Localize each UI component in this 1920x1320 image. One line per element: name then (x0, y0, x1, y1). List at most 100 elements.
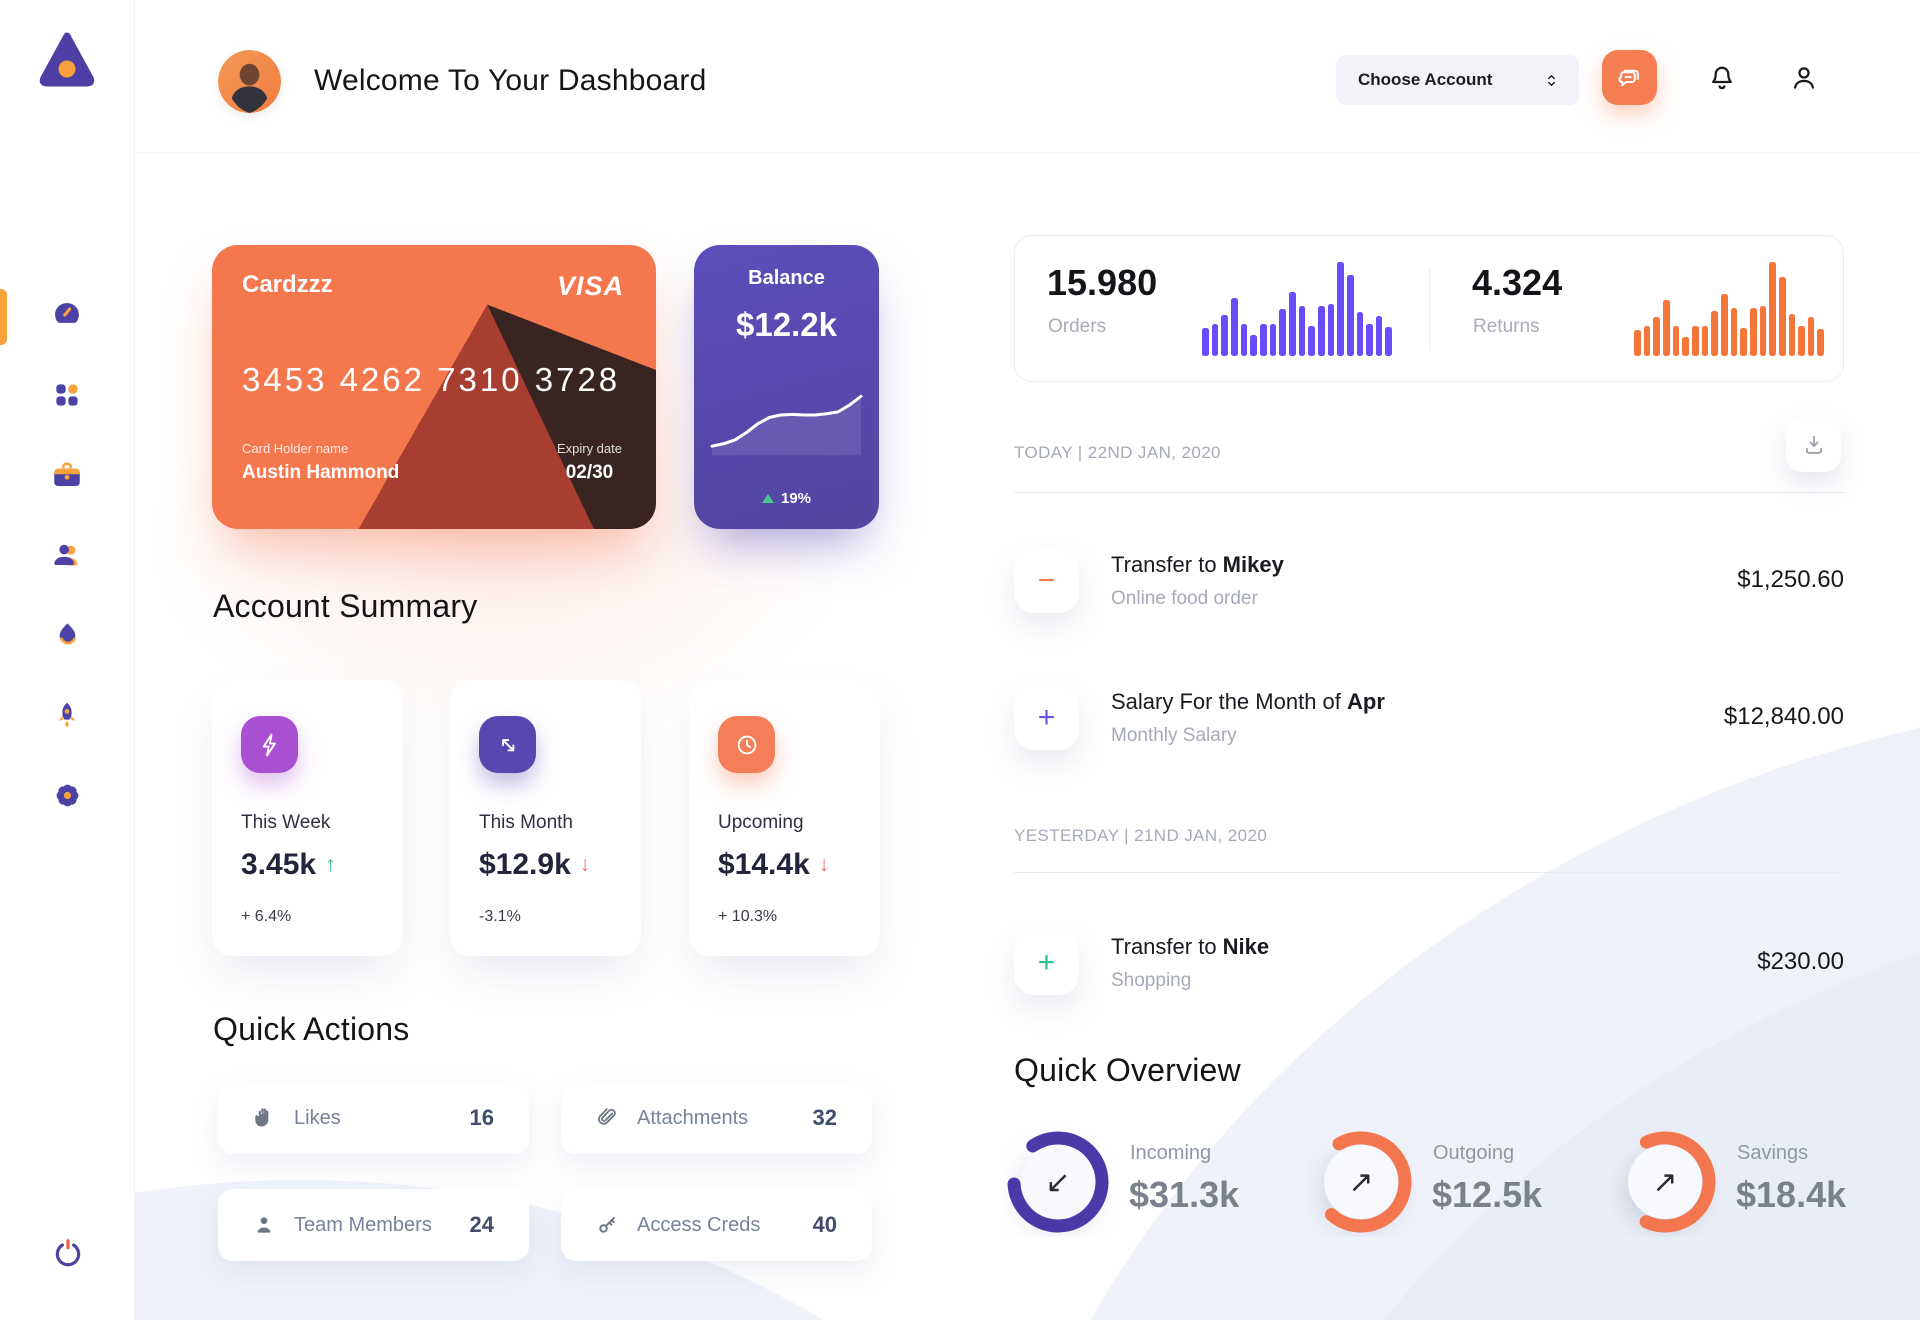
card-holder-name: Austin Hammond (242, 462, 400, 483)
user-avatar[interactable] (218, 50, 281, 113)
summary-label: Upcoming (718, 812, 804, 833)
summary-label: This Week (241, 812, 331, 833)
balance-trend-value: 19% (780, 490, 812, 507)
summary-card-upcoming: Upcoming $14.4k ↓ + 10.3% (689, 680, 880, 956)
transaction-title: Transfer to Mikey (1111, 552, 1284, 577)
sidebar-item-team[interactable] (49, 537, 85, 573)
app-logo[interactable] (33, 28, 101, 92)
person-icon (257, 1217, 271, 1233)
bolt-icon (262, 733, 276, 756)
summary-value: $12.9k ↓ (479, 848, 591, 881)
card-holder: Card Holder name Austin Hammond (242, 441, 399, 484)
card-name: Cardzzz (242, 271, 333, 298)
transaction-amount: $230.00 (1757, 948, 1844, 975)
messages-button[interactable] (1602, 50, 1657, 105)
transaction-subtitle: Shopping (1111, 970, 1192, 991)
balance-label: Balance (748, 267, 825, 289)
transaction-icon-chip: − (1014, 548, 1079, 613)
overview-value: $31.3k (1129, 1174, 1240, 1215)
card-expiry: Expiry date 02/30 (557, 441, 622, 484)
sidebar-item-activity[interactable] (49, 617, 85, 653)
sidebar-item-settings[interactable] (49, 777, 85, 813)
action-count: 24 (469, 1212, 494, 1237)
summary-card-this-month: This Month $12.9k ↓ -3.1% (450, 680, 641, 956)
avatar-photo (218, 50, 281, 113)
page-title: Welcome To Your Dashboard (314, 64, 707, 97)
overview-item-outgoing: ↗ Outgoing $12.5k (1306, 1127, 1606, 1239)
trend-down-icon: ↓ (579, 853, 591, 876)
balance-trend: 19% (694, 490, 879, 507)
sidebar-item-apps[interactable] (49, 377, 85, 413)
action-tile-team-members[interactable]: Team Members 24 (218, 1189, 529, 1261)
sidebar-item-dashboard[interactable] (49, 297, 85, 333)
minus-icon: − (1037, 563, 1056, 597)
overview-item-incoming: ↙ Incoming $31.3k (1003, 1127, 1303, 1239)
balance-sparkline (710, 394, 863, 456)
account-select[interactable]: Choose Account (1336, 55, 1579, 105)
balance-value: $12.2k (736, 306, 837, 343)
main-content: Cardzzz VISA 3453 4262 7310 3728 Card Ho… (136, 154, 1920, 1320)
expiry-value: 02/30 (565, 462, 614, 483)
action-count: 40 (812, 1212, 837, 1237)
transaction-row[interactable]: + Transfer to Nike Shopping $230.00 (1014, 930, 1844, 996)
sidebar-item-portfolio[interactable] (49, 457, 85, 493)
divider (1429, 268, 1430, 350)
trend-up-icon: ↑ (325, 853, 336, 876)
transaction-row[interactable]: − Transfer to Mikey Online food order $1… (1014, 548, 1844, 614)
action-count: 32 (812, 1105, 837, 1130)
download-button[interactable] (1786, 417, 1841, 472)
briefcase-icon (54, 462, 80, 487)
account-select-label: Choose Account (1358, 70, 1493, 89)
action-tile-attachments[interactable]: Attachments 32 (561, 1082, 872, 1154)
download-icon (1805, 435, 1822, 454)
gear-icon (56, 784, 78, 806)
notifications-button[interactable] (1706, 62, 1738, 94)
arrow-down-left-icon: ↙ (1045, 1165, 1071, 1199)
header: Welcome To Your Dashboard Choose Account (136, 0, 1920, 153)
sidebar (0, 0, 135, 1320)
overview-label: Incoming (1130, 1142, 1212, 1164)
summary-icon-chip (479, 716, 536, 773)
orders-value: 15.980 (1047, 262, 1158, 303)
card-number: 3453 4262 7310 3728 (242, 361, 621, 398)
plus-icon: + (1037, 945, 1056, 979)
summary-card-this-week: This Week 3.45k ↑ + 6.4% (212, 680, 403, 956)
overview-item-savings: ↗ Savings $18.4k (1610, 1127, 1910, 1239)
clap-icon (255, 1108, 269, 1127)
transaction-title: Salary For the Month of Apr (1111, 689, 1385, 714)
action-tile-likes[interactable]: Likes 16 (218, 1082, 529, 1154)
sidebar-item-launch[interactable] (49, 697, 85, 733)
arrow-up-right-icon: ↗ (1652, 1165, 1678, 1199)
overview-value: $18.4k (1736, 1174, 1847, 1215)
diagonal-arrows-icon (501, 738, 514, 751)
summary-delta: + 10.3% (718, 908, 778, 925)
apps-grid-icon (56, 384, 78, 406)
summary-delta: + 6.4% (241, 908, 292, 925)
visa-logo: VISA (556, 271, 624, 301)
date-header-today: TODAY | 22ND JAN, 2020 (1014, 443, 1221, 462)
section-title-quick-overview: Quick Overview (1014, 1052, 1241, 1088)
chat-icon (1618, 69, 1639, 87)
summary-icon-chip (241, 716, 298, 773)
divider (1014, 872, 1844, 873)
orders-bar-chart (1202, 262, 1393, 356)
action-tile-access-creds[interactable]: Access Creds 40 (561, 1189, 872, 1261)
action-count: 16 (469, 1105, 494, 1130)
gauge-icon (55, 303, 79, 323)
action-label: Likes (294, 1106, 341, 1129)
orders-label: Orders (1048, 316, 1107, 337)
key-icon (599, 1217, 615, 1233)
returns-label: Returns (1473, 316, 1540, 337)
transaction-row[interactable]: + Salary For the Month of Apr Monthly Sa… (1014, 685, 1844, 751)
user-icon (1793, 67, 1815, 89)
date-header-yesterday: YESTERDAY | 21ND JAN, 2020 (1014, 826, 1268, 845)
transaction-amount: $1,250.60 (1737, 566, 1844, 593)
transaction-title: Transfer to Nike (1111, 934, 1270, 959)
orders-returns-card: 15.980 Orders 4.324 Returns (1014, 235, 1844, 382)
transaction-subtitle: Online food order (1111, 588, 1258, 609)
profile-button[interactable] (1788, 62, 1820, 94)
expiry-label: Expiry date (556, 441, 622, 456)
paperclip-icon (598, 1108, 616, 1125)
summary-label: This Month (479, 812, 573, 833)
logout-button[interactable] (50, 1236, 86, 1272)
